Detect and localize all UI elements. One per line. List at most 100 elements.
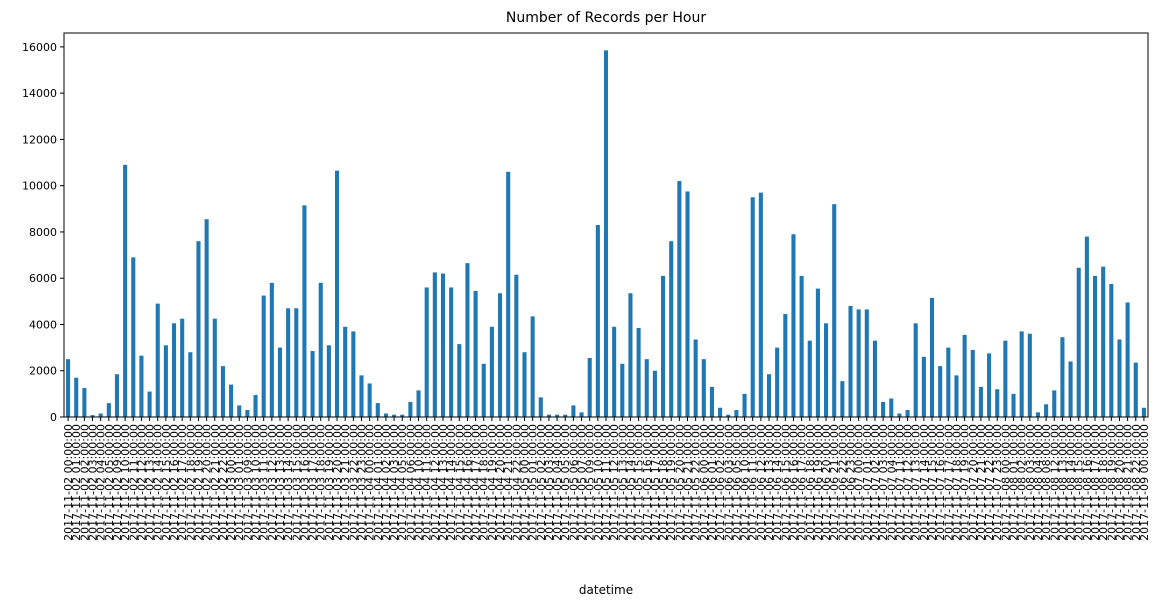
- bar: [1003, 340, 1008, 417]
- bar: [1109, 283, 1114, 417]
- x-tick-label: 2017-11-05 21:00:00: [682, 424, 695, 541]
- x-tick-label: 2017-11-08 21:00:00: [1122, 424, 1135, 541]
- bar: [987, 353, 992, 417]
- x-tick-label: 2017-11-04 13:00:00: [437, 424, 450, 541]
- bar: [669, 241, 674, 417]
- bar: [872, 340, 877, 417]
- x-tick-label: 2017-11-04 06:00:00: [404, 424, 417, 541]
- bar: [473, 290, 478, 417]
- bar: [489, 326, 494, 417]
- x-tick-label: 2017-11-05 17:00:00: [649, 424, 662, 541]
- x-tick-label: 2017-11-08 13:00:00: [1056, 424, 1069, 541]
- bar: [546, 414, 551, 417]
- x-tick-label: 2017-11-03 19:00:00: [323, 424, 336, 541]
- bar: [1076, 267, 1081, 417]
- x-tick-label: 2017-11-07 16:00:00: [934, 424, 947, 541]
- bar: [938, 366, 943, 417]
- bar: [277, 347, 283, 417]
- bar: [261, 295, 266, 417]
- x-tick-label: 2017-11-08 04:00:00: [1032, 424, 1045, 541]
- x-tick-label: 2017-11-08 16:00:00: [1081, 424, 1094, 541]
- bar: [644, 359, 649, 417]
- x-tick-label: 2017-11-05 14:00:00: [624, 424, 637, 541]
- bar: [620, 363, 625, 417]
- y-tick-label: 16000: [22, 41, 57, 54]
- x-tick-label: 2017-11-08 14:00:00: [1065, 424, 1078, 541]
- bar: [962, 334, 967, 417]
- x-tick-label: 2017-11-02 18:00:00: [184, 424, 197, 541]
- bar: [563, 414, 568, 417]
- bar: [652, 370, 657, 417]
- bar: [579, 412, 584, 417]
- y-tick-label: 0: [50, 411, 57, 424]
- bar: [90, 415, 95, 417]
- x-tick-label: 2017-11-05 13:00:00: [616, 424, 629, 541]
- bar: [905, 410, 910, 417]
- plot-frame: [63, 32, 1149, 418]
- x-tick-label: 2017-11-04 19:00:00: [486, 424, 499, 541]
- x-tick-label: 2017-11-05 06:00:00: [567, 424, 580, 541]
- bar: [1133, 362, 1138, 417]
- bar: [799, 275, 804, 417]
- bar: [286, 308, 291, 417]
- x-tick-label: 2017-11-04 11:00:00: [421, 424, 434, 541]
- y-tick-label: 8000: [29, 226, 57, 239]
- bar: [1068, 361, 1073, 417]
- bar: [758, 192, 763, 417]
- x-tick-label: 2017-11-07 20:00:00: [967, 424, 980, 541]
- bar: [1141, 407, 1146, 417]
- x-tick-label: 2017-11-07 23:00:00: [991, 424, 1004, 541]
- bar: [726, 414, 731, 417]
- bar: [864, 309, 869, 417]
- x-tick-label: 2017-11-08 12:00:00: [1048, 424, 1061, 541]
- x-tick-label: 2017-11-04 02:00:00: [380, 424, 393, 541]
- x-tick-label: 2017-11-03 22:00:00: [347, 424, 360, 541]
- bar: [229, 384, 234, 417]
- bar: [326, 345, 331, 417]
- bar: [98, 413, 103, 417]
- bar: [302, 205, 307, 417]
- x-tick-label: 2017-11-07 22:00:00: [983, 424, 996, 541]
- y-tick-label: 4000: [29, 318, 57, 331]
- bar: [775, 347, 780, 417]
- bar: [506, 171, 511, 417]
- x-tick-label: 2017-11-07 01:00:00: [861, 424, 874, 541]
- x-tick-label: 2017-11-07 14:00:00: [918, 424, 931, 541]
- x-tick-label: 2017-11-03 17:00:00: [307, 424, 320, 541]
- x-tick-label: 2017-11-05 00:00:00: [518, 424, 531, 541]
- x-tick-label: 2017-11-08 18:00:00: [1097, 424, 1110, 541]
- x-tick-label: 2017-11-03 16:00:00: [298, 424, 311, 541]
- bar: [318, 282, 323, 417]
- bar: [856, 309, 861, 417]
- bar: [432, 272, 437, 417]
- x-tick-label: 2017-11-05 10:00:00: [592, 424, 605, 541]
- chart-title: Number of Records per Hour: [506, 10, 706, 26]
- bar: [343, 326, 348, 417]
- bar: [832, 204, 837, 417]
- x-tick-label: 2017-11-06 21:00:00: [828, 424, 841, 541]
- bar: [1011, 393, 1016, 417]
- bar: [718, 407, 723, 417]
- bar: [147, 391, 152, 417]
- x-tick-label: 2017-11-04 00:00:00: [364, 424, 377, 541]
- x-tick-label: 2017-11-02 15:00:00: [160, 424, 173, 541]
- x-tick-label: 2017-11-04 05:00:00: [396, 424, 409, 541]
- bar: [188, 352, 193, 417]
- bar: [359, 375, 364, 417]
- x-tick-label: 2017-11-08 03:00:00: [1024, 424, 1037, 541]
- bar: [571, 405, 576, 417]
- y-tick-label: 12000: [22, 133, 57, 146]
- bar: [440, 273, 446, 417]
- x-tick-label: 2017-11-06 15:00:00: [779, 424, 792, 541]
- x-tick-label: 2017-11-06 05:00:00: [730, 424, 743, 541]
- x-tick-label: 2017-11-07 18:00:00: [950, 424, 963, 541]
- bar: [538, 397, 543, 417]
- x-tick-label: 2017-11-02 14:00:00: [152, 424, 165, 541]
- bar: [106, 403, 111, 417]
- x-tick-label: 2017-11-02 21:00:00: [209, 424, 222, 541]
- bar: [1060, 337, 1065, 417]
- x-tick-label: 2017-11-03 00:00:00: [225, 424, 238, 541]
- bar: [163, 345, 168, 417]
- x-tick-label: 2017-11-06 13:00:00: [763, 424, 776, 541]
